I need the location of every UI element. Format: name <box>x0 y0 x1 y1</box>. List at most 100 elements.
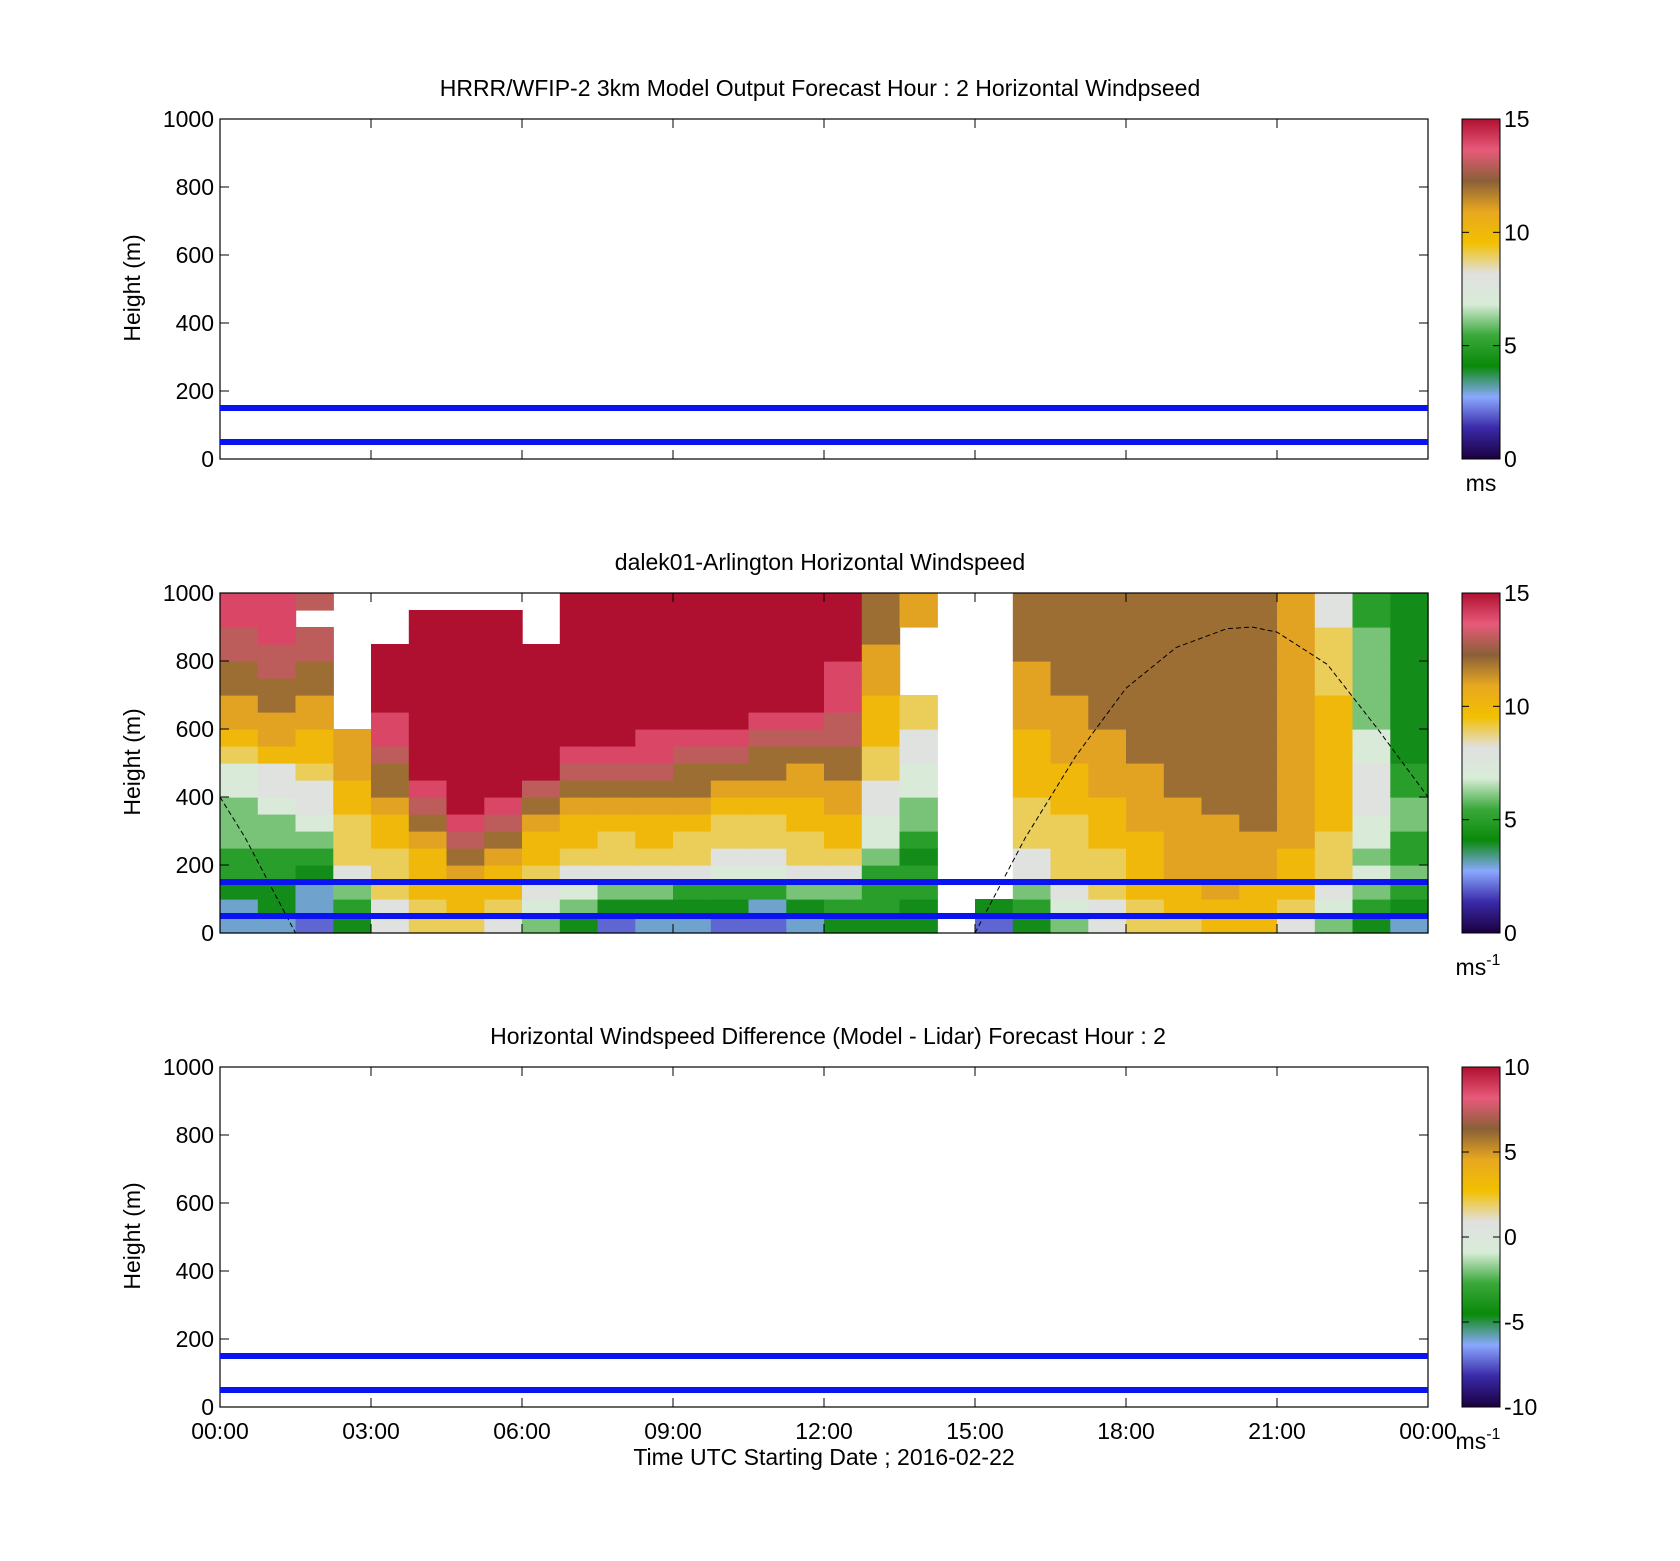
heatmap-cell <box>1050 848 1089 866</box>
heatmap-cell <box>1390 882 1429 900</box>
heatmap-cell <box>786 814 825 832</box>
heatmap-cell <box>975 916 1014 934</box>
heatmap-cell <box>635 729 674 747</box>
heatmap-cell <box>861 746 901 764</box>
heatmap-cell <box>597 763 636 781</box>
heatmap-cell <box>484 678 523 696</box>
panel-lidar-ylabel: Height (m) <box>119 708 145 815</box>
heatmap-cell <box>333 780 372 798</box>
heatmap-cell <box>1163 814 1203 832</box>
heatmap-cell <box>1314 627 1354 645</box>
heatmap-cell <box>408 780 448 798</box>
heatmap-cell <box>1012 729 1052 747</box>
heatmap-cell <box>371 899 410 917</box>
heatmap-cell <box>1314 797 1354 815</box>
heatmap-cell <box>295 865 334 883</box>
heatmap-cell <box>673 695 712 713</box>
heatmap-cell <box>635 661 674 679</box>
heatmap-cell <box>635 610 674 628</box>
panel-difference-colorbar-unit: ms-1 <box>1456 1426 1501 1454</box>
heatmap-cell <box>1314 814 1354 832</box>
heatmap-cell <box>257 644 297 662</box>
heatmap-cell <box>673 644 712 662</box>
heatmap-cell <box>786 848 825 866</box>
heatmap-cell <box>597 746 636 764</box>
heatmap-cell <box>1012 627 1052 645</box>
heatmap-cell <box>1012 746 1052 764</box>
heatmap-cell <box>559 814 599 832</box>
heatmap-cell <box>408 899 448 917</box>
heatmap-cell <box>786 865 825 883</box>
heatmap-cell <box>1277 814 1316 832</box>
heatmap-cell <box>710 848 750 866</box>
heatmap-cell <box>1277 695 1316 713</box>
heatmap-cell <box>786 610 825 628</box>
panel-model-ylabel: Height (m) <box>119 234 145 341</box>
heatmap-cell <box>673 899 712 917</box>
heatmap-cell <box>748 797 787 815</box>
heatmap-cell <box>748 831 787 849</box>
heatmap-cell <box>1390 712 1429 730</box>
heatmap-cell <box>710 916 750 934</box>
heatmap-cell <box>1314 865 1354 883</box>
heatmap-cell <box>559 848 599 866</box>
heatmap-cell <box>333 899 372 917</box>
heatmap-cell <box>522 848 561 866</box>
heatmap-cell <box>635 814 674 832</box>
heatmap-cell <box>1314 780 1354 798</box>
heatmap-cell <box>559 916 599 934</box>
heatmap-cell <box>710 712 750 730</box>
heatmap-cell <box>1201 780 1240 798</box>
heatmap-cell <box>220 712 259 730</box>
heatmap-cell <box>1012 916 1052 934</box>
heatmap-cell <box>1239 746 1278 764</box>
heatmap-cell <box>1050 610 1089 628</box>
heatmap-cell <box>635 644 674 662</box>
heatmap-cell <box>635 780 674 798</box>
heatmap-cell <box>295 712 334 730</box>
heatmap-cell <box>559 661 599 679</box>
heatmap-cell <box>1277 644 1316 662</box>
heatmap-cell <box>1012 644 1052 662</box>
heatmap-cell <box>1163 712 1203 730</box>
heatmap-cell <box>371 695 410 713</box>
heatmap-cell <box>673 831 712 849</box>
heatmap-cell <box>1352 729 1391 747</box>
heatmap-cell <box>1201 729 1240 747</box>
heatmap-cell <box>1050 780 1089 798</box>
heatmap-cell <box>559 746 599 764</box>
heatmap-cell <box>748 848 787 866</box>
heatmap-cell <box>861 610 901 628</box>
heatmap-cell <box>220 610 259 628</box>
heatmap-cell <box>1277 729 1316 747</box>
heatmap-cell <box>1012 865 1052 883</box>
heatmap-cell <box>446 814 485 832</box>
heatmap-cell <box>333 763 372 781</box>
heatmap-cell <box>1163 831 1203 849</box>
heatmap-cell <box>861 814 901 832</box>
heatmap-cell <box>861 865 901 883</box>
heatmap-cell <box>295 593 334 611</box>
heatmap-cell <box>1126 695 1165 713</box>
x-tick-label: 21:00 <box>1248 1418 1306 1444</box>
heatmap-cell <box>220 661 259 679</box>
y-tick-label: 600 <box>176 716 214 742</box>
heatmap-cell <box>861 593 901 611</box>
y-tick-label: 400 <box>176 784 214 810</box>
heatmap-cell <box>1163 695 1203 713</box>
heatmap-cell <box>1390 746 1429 764</box>
panel-difference: Horizontal Windspeed Difference (Model -… <box>119 1023 1537 1454</box>
heatmap-cell <box>371 661 410 679</box>
colorbar-tick-label: 10 <box>1504 693 1530 719</box>
heatmap-cell <box>1390 831 1429 849</box>
heatmap-cell <box>1352 865 1391 883</box>
heatmap-cell <box>484 644 523 662</box>
heatmap-cell <box>220 593 259 611</box>
heatmap-cell <box>1352 610 1391 628</box>
y-tick-label: 800 <box>176 1122 214 1148</box>
heatmap-cell <box>371 797 410 815</box>
heatmap-cell <box>1314 610 1354 628</box>
heatmap-cell <box>295 916 334 934</box>
heatmap-cell <box>1088 661 1127 679</box>
heatmap-cell <box>899 610 938 628</box>
